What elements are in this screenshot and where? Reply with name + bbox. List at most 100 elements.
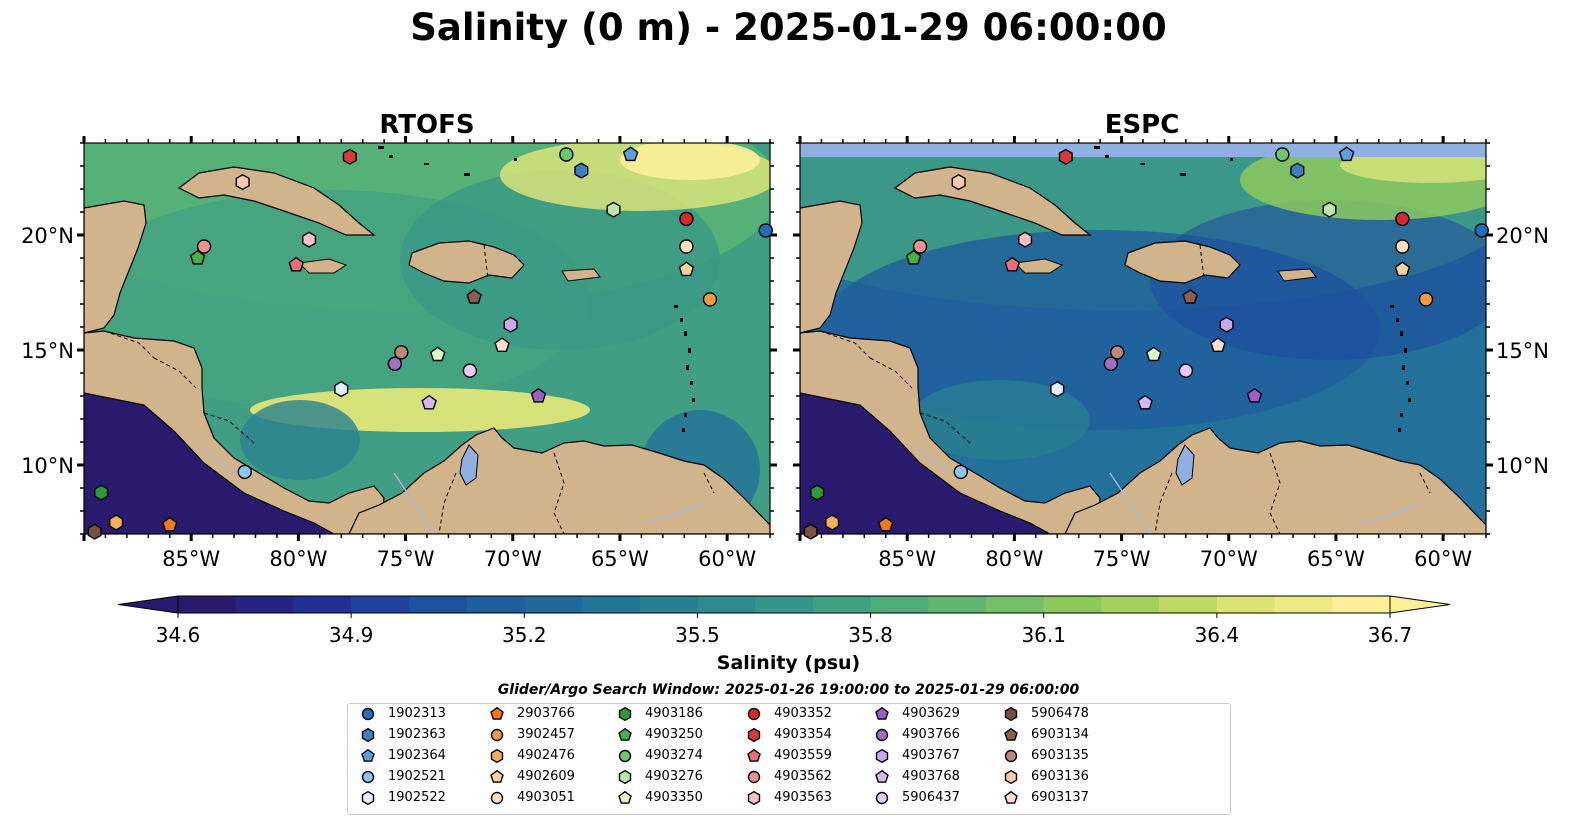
legend-label: 4903051 xyxy=(517,790,575,805)
float-marker-4903768-espc xyxy=(1137,394,1153,410)
x-tick-label: 60°W xyxy=(698,547,756,571)
colorbar-tick-label: 36.4 xyxy=(1195,623,1240,647)
legend-swatch xyxy=(361,748,375,762)
float-marker-4902476-espc xyxy=(825,514,840,531)
float-marker-4902609-rtofs xyxy=(678,261,695,277)
float-marker-1902522-espc xyxy=(1050,380,1065,398)
legend-label: 4903276 xyxy=(645,769,703,784)
legend-marker-circle-icon xyxy=(490,791,504,805)
legend-marker-circle-icon xyxy=(618,749,632,763)
legend-label: 4903563 xyxy=(774,790,832,805)
float-markers xyxy=(87,146,1489,540)
float-marker-4903051-rtofs xyxy=(679,239,694,254)
chart-title: Salinity (0 m) - 2025-01-29 06:00:00 xyxy=(410,6,1167,49)
legend-marker-pentagon-icon xyxy=(361,748,375,762)
legend-label: 4903768 xyxy=(902,769,960,784)
legend-label: 6903137 xyxy=(1031,790,1089,805)
legend-label: 4903767 xyxy=(902,748,960,763)
legend-swatch xyxy=(747,727,761,743)
float-marker-4903766-espc xyxy=(1103,356,1119,371)
legend-swatch xyxy=(1004,706,1018,722)
legend-swatch xyxy=(618,727,632,741)
legend-label: 1902364 xyxy=(388,748,446,763)
colorbar-tick-label: 35.8 xyxy=(848,623,893,647)
axes-layer: 85°W 80°W 75°W 70°W 65°W 60°W 10°N 15°N 20°N 85°W… xyxy=(21,136,1549,571)
float-marker-4902476-rtofs xyxy=(109,514,124,531)
legend-marker-hexagon-icon xyxy=(490,748,504,764)
legend-label: 4902476 xyxy=(517,748,575,763)
float-marker-4903767-espc xyxy=(1219,316,1234,333)
x-tick-label: 60°W xyxy=(1414,547,1472,571)
float-marker-4903629-rtofs xyxy=(530,387,547,403)
legend-marker-pentagon-icon xyxy=(1004,727,1018,741)
float-marker-1902363-rtofs xyxy=(574,162,589,179)
legend-swatch xyxy=(490,728,504,742)
float-marker-1902363-espc xyxy=(1290,162,1305,179)
float-marker-1902521-espc xyxy=(953,464,968,480)
legend-marker-pentagon-icon xyxy=(490,706,504,720)
legend-swatch xyxy=(875,769,889,783)
float-marker-4903766-rtofs xyxy=(387,356,403,371)
float-marker-6903137-rtofs xyxy=(494,337,510,352)
legend-label: 4903250 xyxy=(645,727,703,742)
float-marker-6903135-espc xyxy=(1110,345,1125,360)
float-marker-4903562-espc xyxy=(912,239,928,254)
legend-marker-pentagon-icon xyxy=(1004,790,1018,804)
x-tick-label: 80°W xyxy=(985,547,1043,571)
panel-rtofs: RTOFS xyxy=(83,110,771,535)
float-marker-4903274-espc xyxy=(1275,147,1290,162)
legend-label: 4903352 xyxy=(774,706,832,721)
legend-label: 3902457 xyxy=(517,727,575,742)
legend-label: 1902313 xyxy=(388,706,446,721)
legend-marker-circle-icon xyxy=(747,770,761,784)
legend-label: 4903562 xyxy=(774,769,832,784)
legend-swatch xyxy=(490,706,504,720)
legend-swatch xyxy=(747,748,761,762)
x-tick-label: 70°W xyxy=(1200,547,1258,571)
legend-swatch xyxy=(361,790,375,806)
legend-marker-hexagon-icon xyxy=(875,748,889,764)
legend-marker-hexagon-icon xyxy=(618,706,632,722)
legend-swatch xyxy=(361,770,375,784)
float-marker-1902313-rtofs xyxy=(758,223,773,238)
colorbar-extend-max xyxy=(1389,595,1451,614)
panel-espc: ESPC xyxy=(799,110,1487,535)
legend: 1902313 1902363 1902364 1902521 1902522 29037… xyxy=(347,703,1231,815)
colorbar-extend-min xyxy=(117,595,179,614)
panel-title-rtofs: RTOFS xyxy=(379,110,474,140)
y-tick-label: 10°N xyxy=(1496,454,1549,478)
legend-marker-hexagon-icon xyxy=(747,790,761,806)
legend-label: 4903274 xyxy=(645,748,703,763)
legend-swatch xyxy=(490,748,504,764)
colorbar-tick-label: 36.7 xyxy=(1368,623,1413,647)
float-marker-4903354-espc xyxy=(1058,148,1073,165)
legend-swatch xyxy=(618,769,632,785)
float-marker-2903766-espc xyxy=(877,516,894,532)
legend-label: 6903136 xyxy=(1031,769,1089,784)
panel-title-espc: ESPC xyxy=(1105,110,1180,140)
float-marker-4903563-rtofs xyxy=(302,231,317,248)
legend-label: 6903135 xyxy=(1031,748,1089,763)
legend-marker-hexagon-icon xyxy=(618,769,632,785)
x-tick-label: 75°W xyxy=(377,547,435,571)
float-marker-3902457-espc xyxy=(1418,292,1434,307)
legend-marker-pentagon-icon xyxy=(490,769,504,783)
float-marker-4903274-rtofs xyxy=(559,147,574,162)
float-marker-4903051-espc xyxy=(1395,239,1410,254)
legend-marker-circle-icon xyxy=(747,707,761,721)
x-tick-label: 85°W xyxy=(162,547,220,571)
legend-swatch xyxy=(747,790,761,806)
float-marker-4903559-rtofs xyxy=(288,256,305,272)
legend-label: 1902363 xyxy=(388,727,446,742)
float-marker-4903276-espc xyxy=(1322,201,1337,218)
colorbar: 34.6 34.9 35.2 35.5 35.8 36.1 36.4 36.7 xyxy=(117,595,1451,647)
legend-swatch xyxy=(875,748,889,764)
legend-marker-pentagon-icon xyxy=(618,727,632,741)
float-marker-4903186-espc xyxy=(810,484,825,501)
colorbar-label: Salinity (psu) xyxy=(716,652,861,674)
legend-swatch xyxy=(875,706,889,720)
colorbar-tick-label: 34.6 xyxy=(156,623,201,647)
legend-marker-pentagon-icon xyxy=(875,706,889,720)
legend-marker-pentagon-icon xyxy=(618,790,632,804)
legend-swatch xyxy=(875,791,889,805)
